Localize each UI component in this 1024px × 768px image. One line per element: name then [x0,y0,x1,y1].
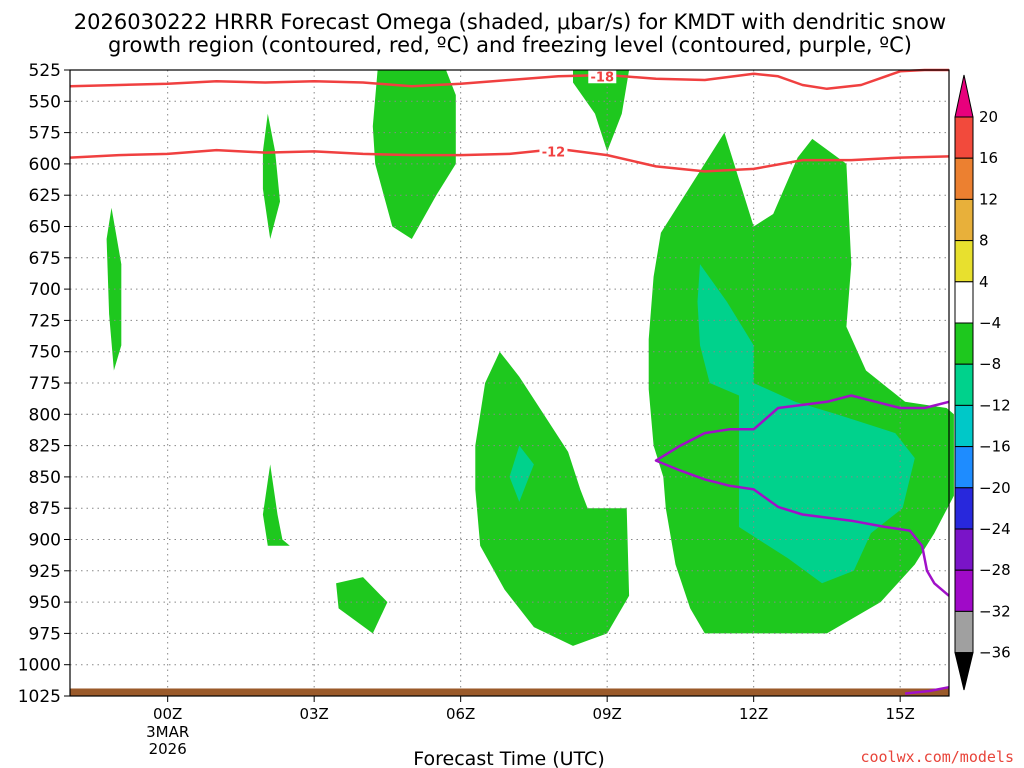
omega-region-9 [697,264,915,584]
colorbar-box-1 [954,116,974,159]
y-axis-ticks: 525 550 575 600 625 650 675 700 725 750 775 800 825 8… [18,61,70,707]
y-tick-label-625: 625 [29,186,61,206]
x-tick-label-12Z: 12Z [739,705,768,723]
colorbar-label--32: −32 [979,602,1011,620]
y-tick-label-950: 950 [29,593,61,613]
colorbar-box-2 [954,157,974,200]
y-tick-label-750: 750 [29,343,61,363]
x-tick-label-03Z: 03Z [299,705,328,723]
y-tick-label-850: 850 [29,468,61,488]
colorbar-label-20: 20 [979,108,998,126]
terrain-band [70,688,949,696]
x-tick-label-06Z: 06Z [446,705,475,723]
x-tick-label-15Z: 15Z [885,705,914,723]
y-tick-label-575: 575 [29,124,61,144]
y-tick-label-875: 875 [29,499,61,519]
y-tick-label-1025: 1025 [18,687,61,707]
dgz-contour--12 [69,147,950,173]
omega-region-1 [262,113,280,239]
dgz-label--18: -18 [591,70,615,85]
dgz-contours: -18 -12 [69,68,950,173]
colorbar-label-4: 4 [979,273,989,291]
y-tick-label-700: 700 [29,280,61,300]
colorbar-box-6 [954,322,974,365]
y-tick-label-900: 900 [29,531,61,551]
freezing-level-line-1 [904,685,950,695]
colorbar-box-13 [954,610,974,654]
colorbar-label--16: −16 [979,438,1011,456]
x-tick-date-year: 2026 [149,740,187,758]
freezing-level-line-0 [654,394,950,597]
dgz-label--12: -12 [542,145,566,160]
x-axis-label: Forecast Time (UTC) [413,748,604,768]
omega-region-5 [336,577,388,634]
colorbar-label--28: −28 [979,561,1011,579]
colorbar-box-12 [954,569,974,612]
y-tick-label-1000: 1000 [18,656,61,676]
omega-region-6 [475,351,630,646]
colorbar-label--4: −4 [979,314,1001,332]
omega-region-8 [509,445,534,502]
dgz-label-bg--18 [588,68,617,84]
colorbar-label--8: −8 [979,355,1001,373]
colorbar-box-11 [954,528,974,571]
chart-title-line1: 2026030222 HRRR Forecast Omega (shaded, … [74,10,946,34]
colorbar-label-12: 12 [979,190,998,208]
colorbar-box-9 [954,446,974,489]
terrain-fill [70,688,949,696]
colorbar-label--24: −24 [979,520,1011,538]
colorbar-label--36: −36 [979,644,1011,662]
colorbar-label-8: 8 [979,232,989,250]
colorbar-top-arrow [954,74,974,118]
y-tick-label-600: 600 [29,155,61,175]
y-tick-label-825: 825 [29,437,61,457]
colorbar-box-8 [954,404,974,448]
dgz-contour--18 [69,68,949,91]
colorbar-label--12: −12 [979,396,1011,414]
y-tick-label-925: 925 [29,562,61,582]
dgz-label-bg--12 [539,143,568,159]
x-tick-label-00Z: 00Z [153,705,182,723]
colorbar: 20 16 12 8 4 −4 −8 −12 −16 −20 −24 −28 −32 −36 [954,74,1011,691]
y-tick-label-725: 725 [29,311,61,331]
colorbar-box-7 [954,363,974,406]
colorbar-box-5 [954,281,974,324]
plot-area: -18 -12 [69,68,954,697]
colorbar-bottom-arrow [954,652,974,691]
y-tick-label-675: 675 [29,249,61,269]
omega-region-0 [106,207,122,371]
colorbar-box-10 [954,487,974,530]
colorbar-label-16: 16 [979,149,998,167]
y-tick-label-525: 525 [29,61,61,81]
y-tick-label-550: 550 [29,92,61,112]
x-tick-label-09Z: 09Z [592,705,621,723]
colorbar-label--20: −20 [979,479,1011,497]
y-tick-label-650: 650 [29,218,61,238]
y-tick-label-800: 800 [29,405,61,425]
y-tick-label-975: 975 [29,624,61,644]
y-tick-label-775: 775 [29,374,61,394]
freezing-level-contours [654,394,950,695]
omega-region-3 [573,70,630,152]
chart-title-line2: growth region (contoured, red, ºC) and f… [108,33,912,57]
omega-region-4 [262,464,290,546]
colorbar-box-3 [954,198,974,242]
x-tick-date-day: 3MAR [146,723,189,741]
credit-text: coolwx.com/models [860,748,1014,766]
colorbar-box-4 [954,240,974,283]
